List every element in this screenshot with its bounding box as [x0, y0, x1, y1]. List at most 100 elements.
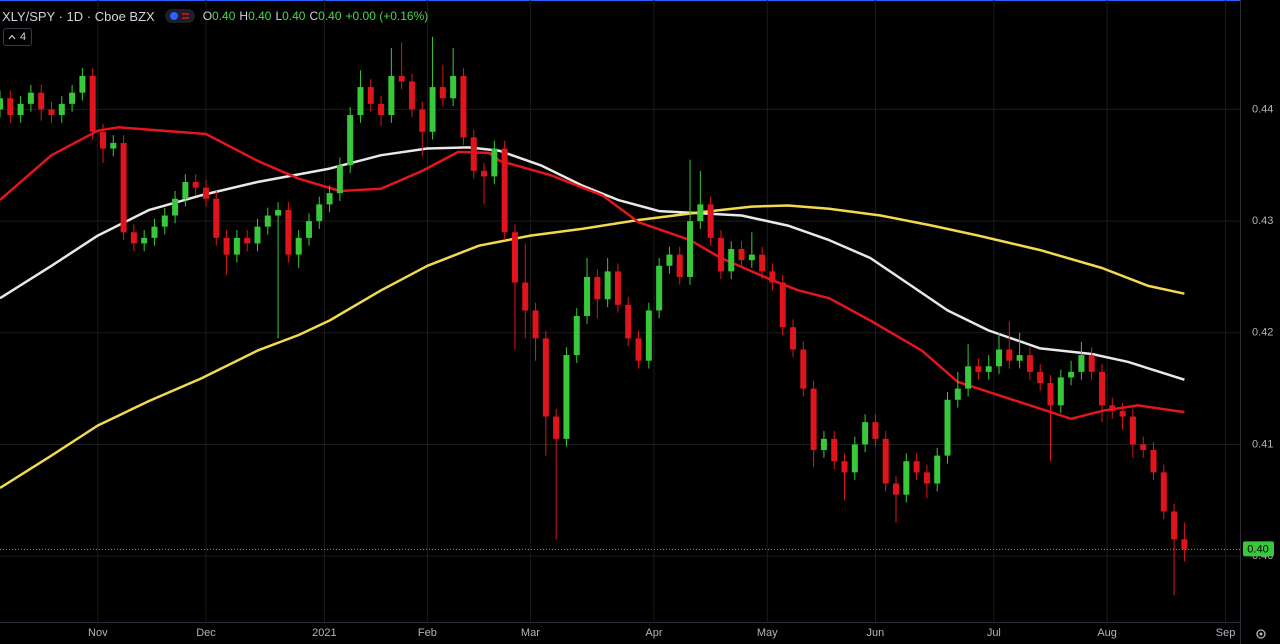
candle-body: [532, 310, 539, 339]
candle-body: [862, 422, 869, 445]
status-pill[interactable]: [164, 9, 195, 23]
candle-body: [202, 187, 209, 199]
candle-body: [1129, 416, 1136, 445]
candle-body: [666, 254, 673, 266]
candle-body: [326, 193, 333, 205]
candle-body: [975, 366, 982, 372]
candle-body: [800, 349, 807, 389]
y-tick-label: 0.44: [1252, 103, 1273, 115]
candle-body: [841, 461, 848, 473]
header: XLY/SPY · 1D · Cboe BZX O0.40 H0.40 L0.40 C…: [2, 7, 428, 25]
grid: [0, 0, 1240, 622]
y-tick-label: 0.43: [1252, 215, 1273, 227]
x-tick-label: Sep: [1216, 627, 1236, 639]
candle-body: [1078, 355, 1085, 372]
status-dot[interactable]: [169, 12, 178, 20]
candle-body: [192, 182, 199, 188]
candle-body: [460, 75, 467, 138]
moving-average-line: [0, 126, 1185, 421]
x-tick-label: Aug: [1097, 627, 1117, 639]
legend-value: 0.40: [212, 9, 236, 23]
moving-average-line: [0, 204, 1185, 490]
candle-body: [17, 103, 24, 116]
symbol-title[interactable]: XLY/SPY · 1D · Cboe BZX: [2, 8, 155, 24]
candle-body: [357, 87, 364, 116]
candle-body: [522, 282, 529, 311]
legend-value: 0.40: [282, 9, 306, 23]
candle-body: [305, 221, 312, 238]
legend-item: O0.40: [203, 9, 236, 23]
indicator-toggle[interactable]: 4: [3, 28, 33, 46]
legend-key: L: [275, 9, 283, 23]
last-price-label: 0.40: [1247, 543, 1268, 555]
candle-body: [893, 483, 900, 495]
candle-body: [398, 75, 405, 82]
candle-body: [851, 444, 858, 473]
candle-body: [542, 338, 549, 417]
candle-body: [48, 109, 55, 116]
candle-body: [635, 338, 642, 361]
candle-body: [1047, 383, 1054, 406]
candle-body: [728, 249, 735, 272]
x-tick-label: May: [757, 627, 778, 639]
candle-body: [141, 237, 148, 244]
candle-body: [378, 103, 385, 116]
candle-body: [1088, 355, 1095, 372]
candle-body: [1037, 371, 1044, 384]
x-tick-label: Jul: [987, 627, 1001, 639]
candle-body: [1057, 377, 1064, 406]
candle-body: [172, 198, 179, 216]
y-tick-label: 0.42: [1252, 327, 1273, 339]
candle-body: [1006, 349, 1013, 361]
candle-body: [99, 131, 106, 149]
moving-averages: [0, 126, 1185, 490]
gear[interactable]: [1256, 629, 1266, 639]
candle-body: [7, 98, 14, 116]
candle-body: [223, 237, 230, 255]
candle-body: [1171, 511, 1178, 540]
candle-body: [120, 142, 127, 233]
status-icons[interactable]: [164, 9, 195, 23]
candle-body: [295, 237, 302, 255]
candle-body: [913, 461, 920, 473]
candle-body: [69, 92, 76, 104]
candle-body: [738, 249, 745, 261]
chevron[interactable]: [8, 34, 16, 40]
candles: [0, 36, 1188, 596]
x-tick-label: Mar: [521, 627, 540, 639]
candle-body: [985, 366, 992, 372]
candle-body: [1160, 472, 1167, 512]
x-tick-label: Dec: [196, 627, 216, 639]
candle-body: [604, 271, 611, 300]
settings-icon[interactable]: [1256, 629, 1266, 639]
x-tick-label: Feb: [418, 627, 437, 639]
candle-body: [769, 271, 776, 283]
candle-body: [419, 109, 426, 132]
candle-body: [1150, 450, 1157, 473]
candle-body: [1098, 371, 1105, 406]
legend-change: +0.00 (+0.16%): [345, 9, 429, 23]
legend-value: 0.40: [248, 9, 272, 23]
candle-body: [934, 455, 941, 484]
candle-body: [882, 438, 889, 484]
candle-body: [1109, 405, 1116, 411]
candle-body: [38, 92, 45, 110]
candle-body: [553, 416, 560, 439]
candle-body: [264, 215, 271, 227]
candle-body: [79, 75, 86, 93]
candle-body: [182, 182, 189, 199]
indicator-count[interactable]: 4: [20, 31, 27, 43]
legend-item: H0.40: [239, 9, 271, 23]
candle-body: [759, 254, 766, 272]
candle-body: [27, 92, 34, 104]
candle-body: [614, 271, 621, 305]
moving-average-line: [0, 146, 1185, 381]
gear-hub[interactable]: [1259, 632, 1263, 636]
candle-body: [1026, 355, 1033, 372]
candle-body: [563, 355, 570, 439]
candle-body: [0, 98, 3, 110]
candle-body: [501, 148, 508, 233]
candle-body: [707, 204, 714, 238]
candle-body: [584, 276, 591, 317]
